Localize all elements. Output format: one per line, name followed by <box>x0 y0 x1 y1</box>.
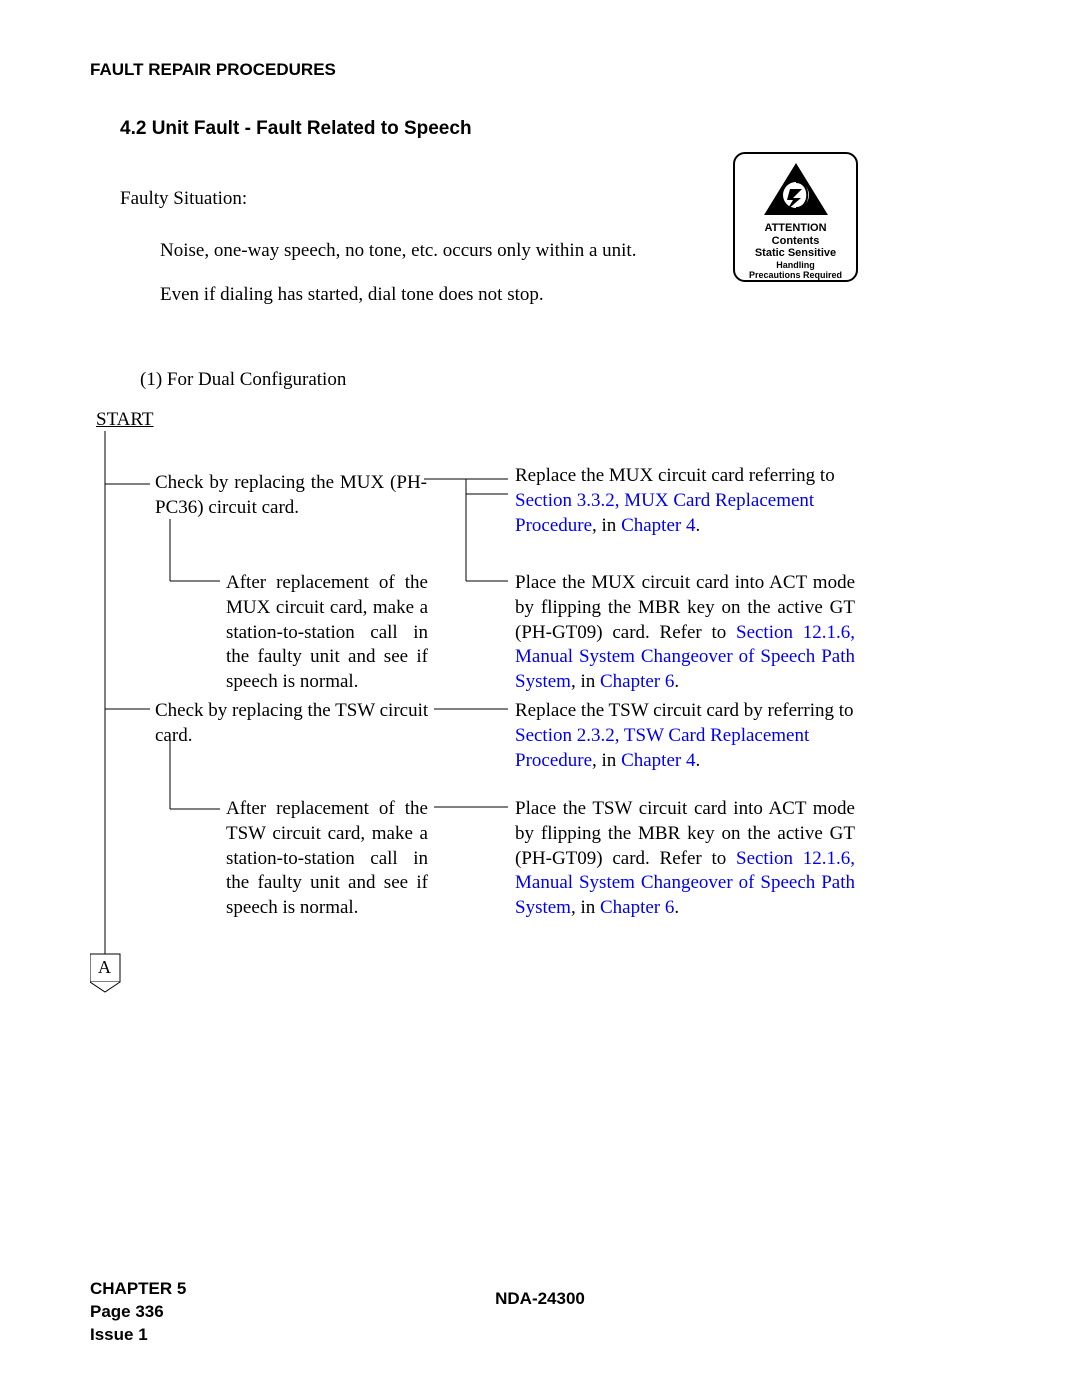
text: , in <box>592 750 621 771</box>
text: . <box>674 671 679 692</box>
text: . <box>674 897 679 918</box>
esd-attention-box: ATTENTION Contents Static Sensitive Hand… <box>733 152 858 282</box>
page: FAULT REPAIR PROCEDURES 4.2 Unit Fault -… <box>0 0 1080 1397</box>
flow-start: START <box>96 409 154 431</box>
situation-line-2: Even if dialing has started, dial tone d… <box>160 282 990 308</box>
esd-text: ATTENTION Contents Static Sensitive Hand… <box>735 220 856 281</box>
esd-l1: Contents <box>741 235 850 248</box>
flowchart: START <box>90 409 990 1029</box>
flow-step2b-right: Place the TSW circuit card into ACT mode… <box>515 797 855 920</box>
link-chapter-4-b[interactable]: Chapter 4 <box>621 750 695 771</box>
text: . <box>695 750 700 771</box>
esd-l2: Static Sensitive <box>741 247 850 260</box>
config-label: (1) For Dual Configuration <box>140 369 990 391</box>
flow-step1-left: Check by replacing the MUX (PH-PC36) cir… <box>155 471 427 520</box>
flow-connector-a: A <box>98 957 111 978</box>
link-chapter-6-a[interactable]: Chapter 6 <box>600 671 674 692</box>
flow-step1b-right: Place the MUX circuit card into ACT mode… <box>515 571 855 694</box>
esd-triangle-icon <box>761 160 831 220</box>
running-header: FAULT REPAIR PROCEDURES <box>90 60 990 80</box>
flow-step2-left: Check by replacing the TSW circuit card. <box>155 699 455 748</box>
text: , in <box>571 671 600 692</box>
esd-l3: Handling <box>741 260 850 270</box>
section-heading: 4.2 Unit Fault - Fault Related to Speech <box>120 118 990 140</box>
situation-line-1: Noise, one-way speech, no tone, etc. occ… <box>160 238 990 264</box>
esd-l4: Precautions Required <box>741 270 850 280</box>
flow-step2b-left: After replacement of the TSW circuit car… <box>226 797 428 920</box>
link-chapter-4[interactable]: Chapter 4 <box>621 515 695 536</box>
flow-step1b-left: After replacement of the MUX circuit car… <box>226 571 428 694</box>
faulty-situation-label: Faulty Situation: <box>120 188 990 210</box>
footer-issue: Issue 1 <box>90 1324 186 1347</box>
text: Replace the TSW circuit card by referrin… <box>515 700 854 721</box>
text: Replace the MUX circuit card referring t… <box>515 465 835 486</box>
link-chapter-6-b[interactable]: Chapter 6 <box>600 897 674 918</box>
text: . <box>695 515 700 536</box>
flow-step1-right: Replace the MUX circuit card referring t… <box>515 464 855 538</box>
flow-step2-right: Replace the TSW circuit card by referrin… <box>515 699 855 773</box>
esd-attention: ATTENTION <box>741 222 850 235</box>
text: , in <box>592 515 621 536</box>
text: , in <box>571 897 600 918</box>
footer-doc-id: NDA-24300 <box>0 1289 1080 1309</box>
